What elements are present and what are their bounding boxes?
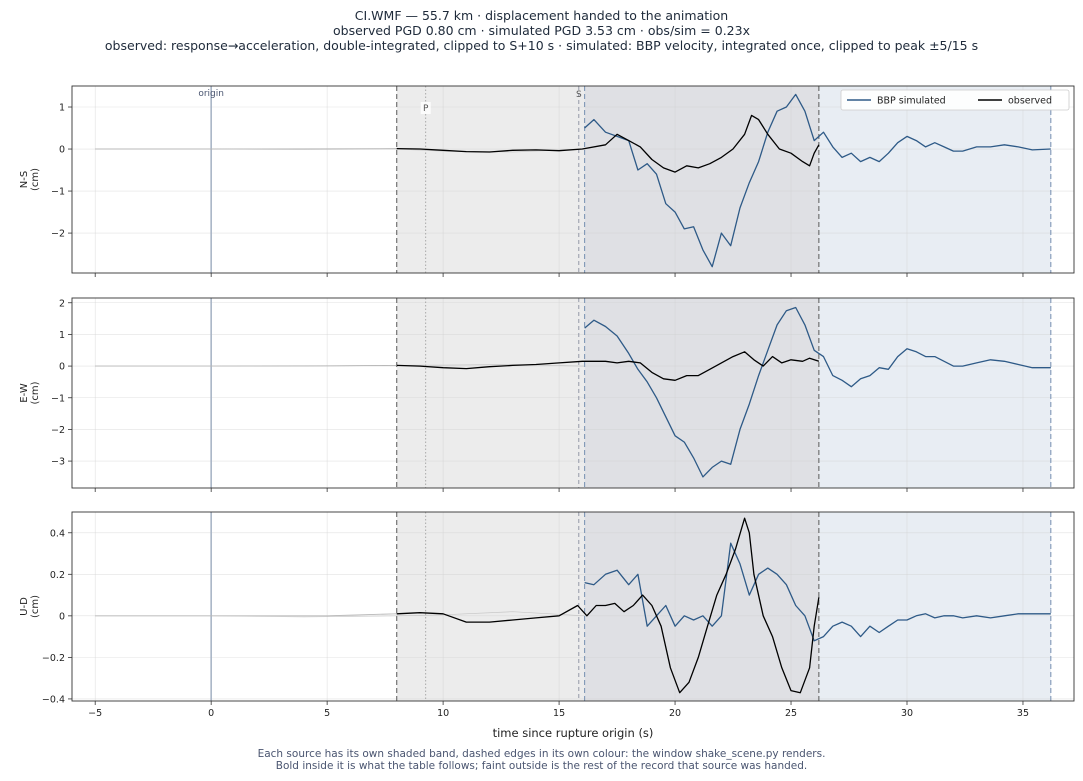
y-axis-label-line: (cm) — [30, 168, 41, 191]
x-tick-label: 0 — [208, 708, 214, 719]
overlap-window-band — [584, 86, 819, 273]
y-axis-label-line: N-S — [19, 171, 30, 188]
chart-detail: observed: response→acceleration, double-… — [104, 38, 979, 53]
x-tick-label: 20 — [669, 708, 681, 719]
origin-label: origin — [198, 89, 224, 99]
chart-title: CI.WMF — 55.7 km · displacement handed t… — [354, 8, 729, 23]
simulated-trace — [584, 542, 1051, 642]
panel-e-w: −3 −2 −1 0 1 2 E-W(cm) — [19, 297, 1075, 492]
overlap-window-band — [584, 512, 819, 701]
simulated-window-band — [818, 86, 1051, 273]
y-axis-label: E-W(cm) — [19, 381, 41, 404]
y-axis-label-line: E-W — [19, 383, 30, 403]
simulated-faint-trace — [95, 611, 585, 618]
panel-frame — [71, 511, 1075, 702]
y-axis-label: U-D(cm) — [19, 595, 41, 618]
y-tick-label: −0.4 — [42, 694, 65, 705]
y-tick-label: 1 — [59, 103, 65, 114]
observed-window-band — [396, 86, 585, 273]
observed-window-band — [396, 512, 585, 701]
panel-traces — [95, 93, 1051, 268]
legend-label-simulated: BBP simulated — [877, 96, 946, 107]
y-tick-label: −2 — [51, 229, 65, 240]
x-tick-label: 35 — [1017, 708, 1029, 719]
y-tick-label: −0.2 — [42, 653, 65, 664]
footer-note-1: Each source has its own shaded band, das… — [257, 748, 826, 760]
y-tick-label: 0.4 — [50, 528, 65, 539]
y-tick-label: 1 — [59, 330, 65, 341]
footer-note-2: Bold inside it is what the table follows… — [275, 760, 808, 772]
x-tick-label: −5 — [88, 708, 102, 719]
y-tick-label: −1 — [51, 393, 65, 404]
p-label-bg — [420, 102, 431, 114]
simulated-window-band — [818, 512, 1051, 701]
panel-n-s: −2 −1 0 1 N-S(cm) origin P S BBP simulated observ… — [19, 85, 1075, 277]
observed-trace — [396, 114, 820, 173]
y-tick-label: 0 — [59, 145, 65, 156]
chart-legend: BBP simulated observed — [840, 89, 1070, 111]
y-axis-label-line: (cm) — [30, 595, 41, 618]
p-arrival-label: P — [423, 104, 429, 114]
panel-traces — [95, 306, 1051, 478]
y-tick-label: 0 — [59, 362, 65, 373]
panel-frame — [71, 85, 1075, 274]
simulated-window-band — [818, 298, 1051, 488]
observed-trace — [396, 351, 820, 381]
y-tick-label: 0.2 — [50, 570, 65, 581]
x-tick-label: 30 — [901, 708, 913, 719]
observed-trace — [396, 517, 820, 694]
y-tick-label: −1 — [51, 187, 65, 198]
x-tick-label: 5 — [324, 708, 330, 719]
y-tick-label: −3 — [51, 457, 65, 468]
y-tick-label: −2 — [51, 425, 65, 436]
panel-traces — [95, 517, 1051, 694]
x-tick-label: 25 — [785, 708, 797, 719]
x-axis-label: time since rupture origin (s) — [493, 726, 654, 740]
panel-frame — [71, 297, 1075, 489]
y-axis-label: N-S(cm) — [19, 168, 41, 191]
observed-window-band — [396, 298, 585, 488]
y-tick-label: 2 — [59, 298, 65, 309]
x-tick-label: 15 — [553, 708, 565, 719]
y-axis-label-line: U-D — [19, 597, 30, 616]
s-arrival-label: S — [576, 90, 582, 100]
legend-label-observed: observed — [1008, 96, 1052, 107]
panel-u-d: −0.4 −0.2 0 0.2 0.4 −5 0 5 10 15 20 25 30 35 U-D(cm) — [19, 511, 1075, 719]
y-tick-label: 0 — [59, 611, 65, 622]
y-axis-label-line: (cm) — [30, 381, 41, 404]
chart-subtitle: observed PGD 0.80 cm · simulated PGD 3.5… — [333, 23, 750, 38]
overlap-window-band — [584, 298, 819, 488]
x-tick-label: 10 — [437, 708, 449, 719]
legend-box — [840, 89, 1070, 111]
simulated-trace — [584, 306, 1051, 478]
simulated-trace — [584, 93, 1051, 268]
